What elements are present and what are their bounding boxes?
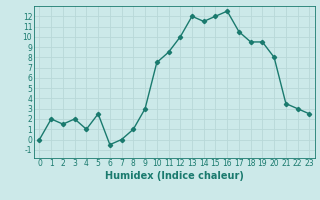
X-axis label: Humidex (Indice chaleur): Humidex (Indice chaleur) — [105, 171, 244, 181]
